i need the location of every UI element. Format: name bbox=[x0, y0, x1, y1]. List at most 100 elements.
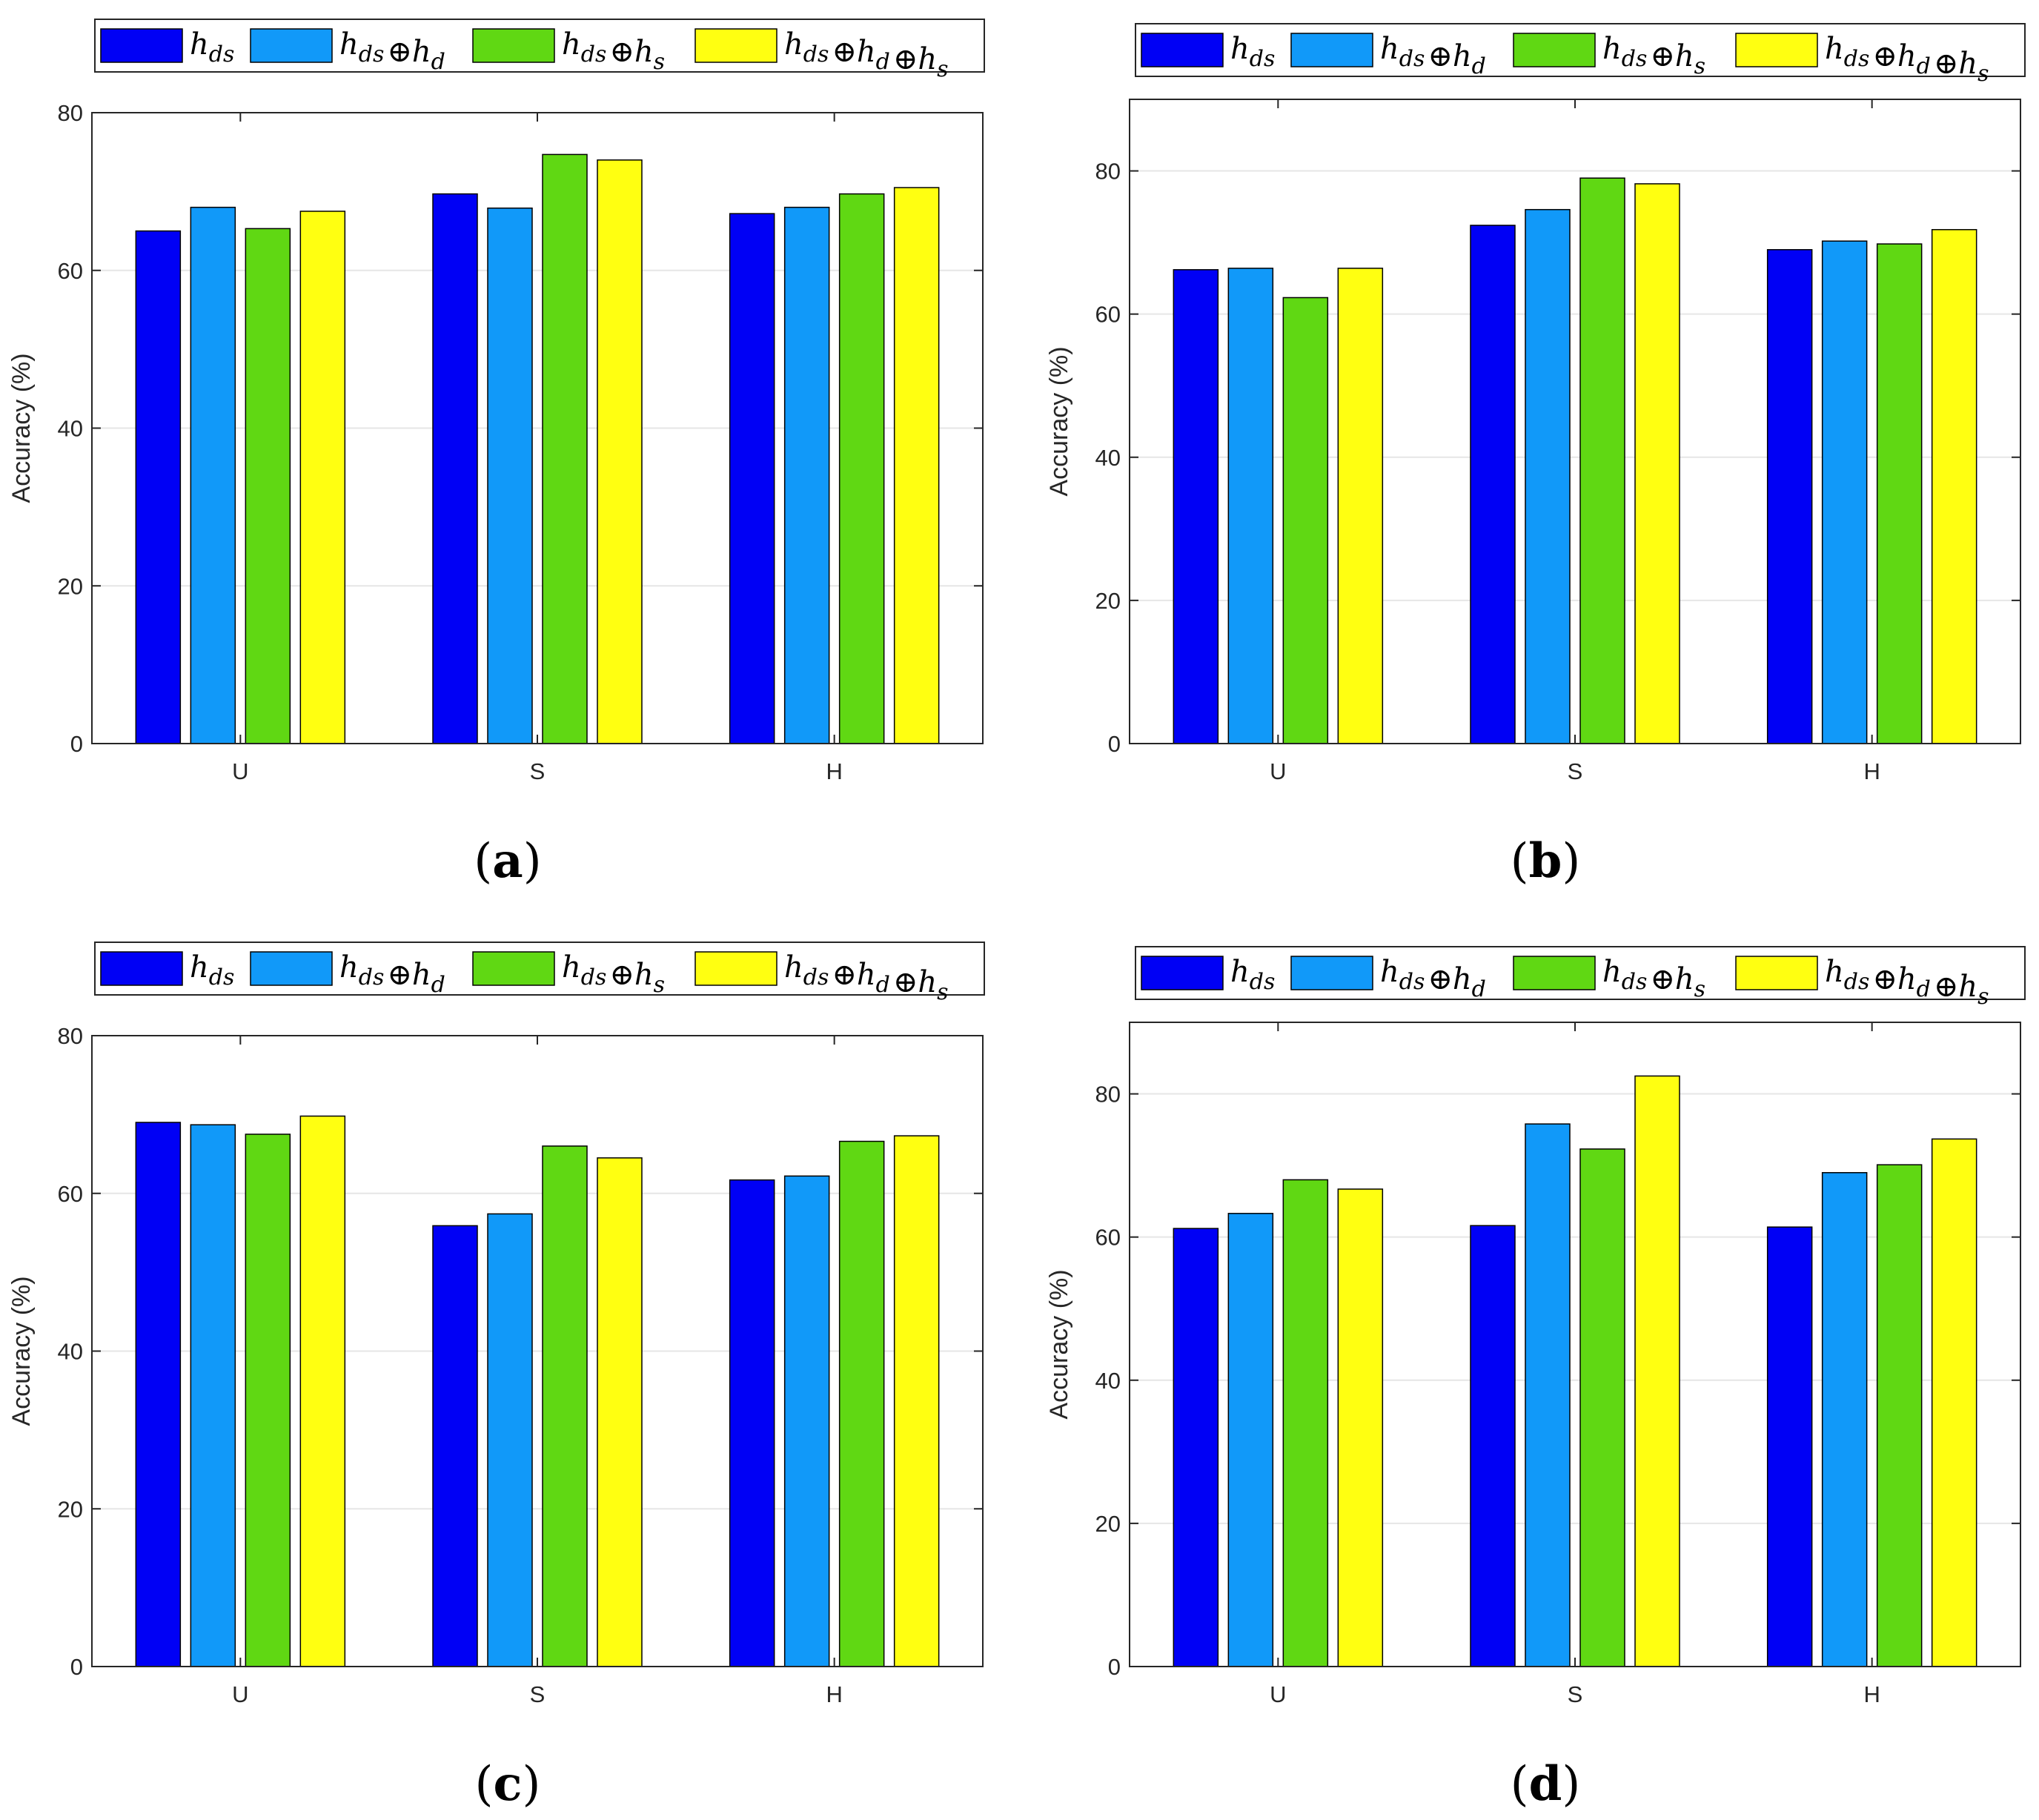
legend-swatch bbox=[472, 28, 555, 63]
bar bbox=[729, 213, 775, 744]
bar bbox=[1525, 208, 1571, 744]
legend-label: hds bbox=[1230, 955, 1275, 995]
legend: hds hds ⊕hd hds ⊕hs hds ⊕hd ⊕hs bbox=[1135, 946, 2026, 1010]
bar bbox=[597, 159, 643, 744]
bar bbox=[838, 193, 885, 744]
bar bbox=[135, 230, 182, 744]
bars bbox=[135, 1115, 940, 1667]
y-tick-label: 0 bbox=[70, 731, 83, 757]
bar bbox=[1525, 1123, 1571, 1667]
bar bbox=[487, 207, 533, 744]
bar bbox=[729, 1179, 775, 1667]
y-axis: 0 20 40 60 80 bbox=[1095, 159, 2020, 757]
legend-swatch bbox=[1290, 33, 1373, 67]
chart-panel-b: hds hds ⊕hd hds ⊕hs hds ⊕hd ⊕hs 0 20 40 60 80 U S H Accu… bbox=[1038, 0, 2039, 897]
bar bbox=[1579, 177, 1625, 744]
bar bbox=[893, 1135, 940, 1667]
legend-entry: hds ⊕hd ⊕hs bbox=[694, 950, 949, 1005]
legend-label: hds ⊕hd bbox=[339, 950, 445, 998]
legend-label: hds ⊕hd bbox=[1380, 32, 1486, 79]
bar bbox=[1337, 268, 1384, 744]
x-tick-label: S bbox=[1568, 758, 1583, 784]
bar bbox=[893, 187, 940, 744]
bar bbox=[487, 1213, 533, 1667]
x-tick-label: H bbox=[826, 758, 842, 784]
legend-entry: hds bbox=[1141, 955, 1275, 995]
y-tick-label: 0 bbox=[70, 1654, 83, 1680]
y-tick-label: 60 bbox=[58, 1181, 83, 1207]
panel-label: (b) bbox=[1511, 833, 1581, 889]
legend-swatch bbox=[250, 28, 333, 63]
bar bbox=[1766, 1226, 1813, 1667]
bar bbox=[783, 1175, 830, 1667]
y-tick-label: 80 bbox=[1095, 1082, 1121, 1108]
legend-entry: hds bbox=[100, 950, 234, 990]
bar bbox=[135, 1122, 182, 1667]
y-tick-label: 60 bbox=[1095, 1225, 1121, 1251]
chart-svg-c: hds hds ⊕hd hds ⊕hs hds ⊕hd ⊕hs 0 20 40 60 80 U S H Accu… bbox=[7, 942, 985, 1812]
x-tick-label: S bbox=[1568, 1681, 1583, 1707]
x-tick-label: U bbox=[1270, 1681, 1286, 1707]
chart-svg-a: hds hds ⊕hd hds ⊕hs hds ⊕hd ⊕hs 0 20 40 60 80 U S H Accu… bbox=[7, 19, 985, 889]
bar bbox=[542, 153, 588, 744]
y-axis-label: Accuracy (%) bbox=[1045, 1269, 1073, 1419]
bar bbox=[1931, 228, 1977, 744]
plot-area bbox=[92, 1035, 983, 1667]
chart-svg-b: hds hds ⊕hd hds ⊕hs hds ⊕hd ⊕hs 0 20 40 60 80 U S H Accu… bbox=[1045, 23, 2026, 889]
plot-area bbox=[92, 112, 983, 744]
bar bbox=[1470, 1225, 1516, 1667]
legend-entry: hds ⊕hd bbox=[250, 27, 445, 75]
legend-swatch bbox=[1513, 956, 1596, 990]
bar bbox=[783, 206, 830, 744]
legend-label: hds ⊕hd bbox=[339, 27, 445, 75]
y-tick-label: 80 bbox=[1095, 159, 1121, 185]
legend-entry: hds bbox=[1141, 32, 1275, 72]
bars bbox=[1173, 177, 1977, 744]
plot-area bbox=[1130, 99, 2020, 744]
bar bbox=[190, 206, 236, 744]
y-axis-label: Accuracy (%) bbox=[1045, 346, 1073, 496]
legend-entry: hds ⊕hd bbox=[250, 950, 445, 998]
bar bbox=[1634, 1075, 1680, 1667]
legend: hds hds ⊕hd hds ⊕hs hds ⊕hd ⊕hs bbox=[94, 19, 985, 82]
y-tick-label: 20 bbox=[58, 573, 83, 599]
legend-swatch bbox=[1513, 33, 1596, 67]
legend-label: hds ⊕hd bbox=[1380, 955, 1486, 1002]
panel-label: (a) bbox=[474, 833, 541, 889]
legend-swatch bbox=[472, 951, 555, 986]
bar bbox=[1282, 297, 1329, 744]
x-tick-label: U bbox=[1270, 758, 1286, 784]
legend-swatch bbox=[1290, 956, 1373, 990]
legend-swatch bbox=[250, 951, 333, 986]
bar bbox=[1173, 1228, 1219, 1667]
legend-swatch bbox=[100, 28, 183, 63]
legend-swatch bbox=[694, 951, 778, 986]
y-tick-label: 0 bbox=[1108, 1654, 1121, 1680]
legend: hds hds ⊕hd hds ⊕hs hds ⊕hd ⊕hs bbox=[94, 942, 985, 1005]
bar bbox=[245, 228, 291, 744]
x-tick-label: H bbox=[826, 1681, 842, 1707]
y-tick-label: 20 bbox=[1095, 1511, 1121, 1537]
bar bbox=[1227, 1213, 1274, 1667]
bar bbox=[1821, 1172, 1868, 1667]
legend-swatch bbox=[1735, 33, 1818, 67]
x-tick-label: U bbox=[232, 1681, 248, 1707]
y-tick-label: 80 bbox=[58, 1023, 83, 1049]
y-tick-label: 40 bbox=[1095, 445, 1121, 471]
legend-entry: hds ⊕hd ⊕hs bbox=[694, 27, 949, 82]
legend-entry: hds ⊕hd ⊕hs bbox=[1735, 955, 1989, 1010]
legend-entry: hds ⊕hs bbox=[472, 950, 665, 998]
legend-swatch bbox=[1141, 33, 1224, 67]
legend-entry: hds ⊕hs bbox=[1513, 955, 1705, 1002]
y-tick-label: 60 bbox=[1095, 302, 1121, 328]
legend-label: hds ⊕hs bbox=[1602, 32, 1705, 79]
y-tick-label: 40 bbox=[58, 416, 83, 442]
plot-background bbox=[1130, 1022, 2020, 1667]
legend-label: hds bbox=[190, 27, 234, 67]
chart-svg-d: hds hds ⊕hd hds ⊕hs hds ⊕hd ⊕hs 0 20 40 60 80 U S H Accu… bbox=[1045, 946, 2026, 1812]
bar bbox=[1634, 183, 1680, 744]
legend-label: hds ⊕hd ⊕hs bbox=[1825, 32, 1989, 87]
y-tick-label: 40 bbox=[58, 1339, 83, 1365]
